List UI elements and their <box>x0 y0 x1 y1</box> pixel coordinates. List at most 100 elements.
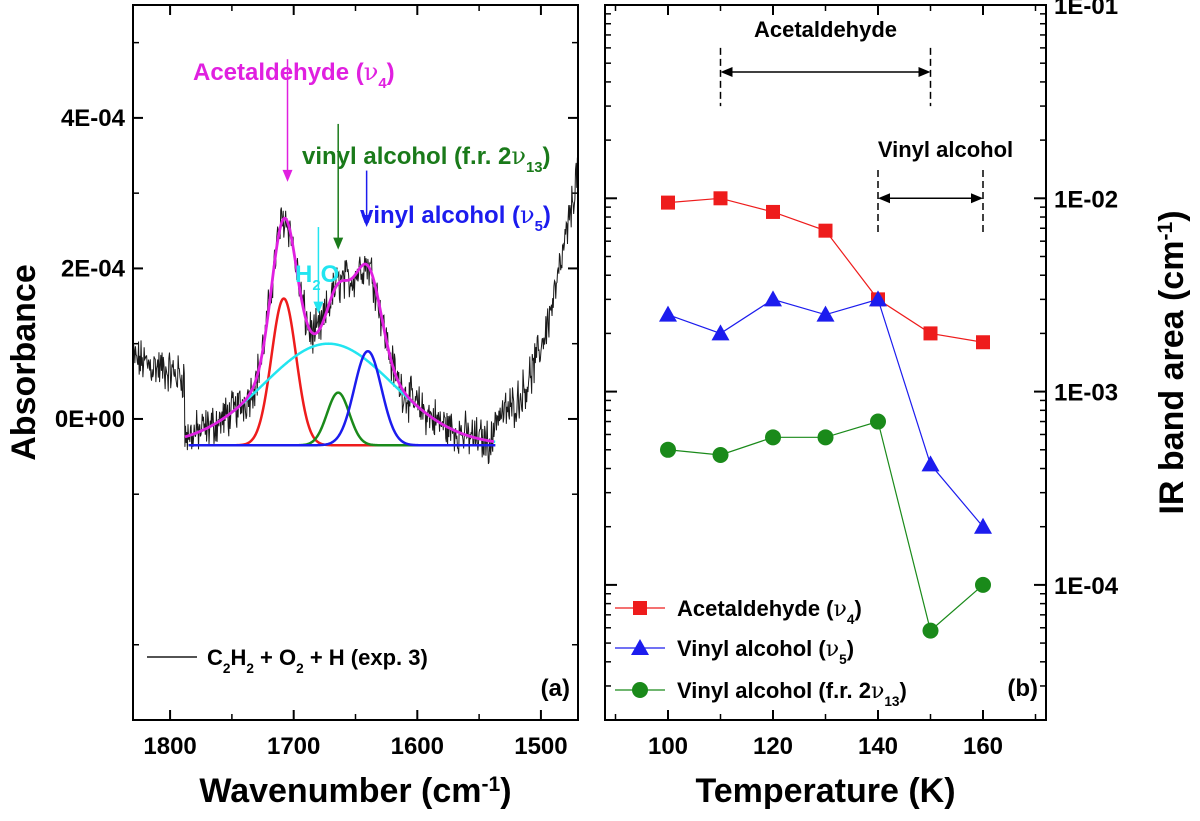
vinyl-fr-label-close: ) <box>543 143 551 170</box>
panel-b: 100 120 140 160 1E-04 1E-03 1E-02 1E-01 Acetalde… <box>604 0 1191 810</box>
vinyl-fr-label: vinyl alcohol (f.r. 2ν13) <box>302 142 551 176</box>
panel-a: 1800 1700 1600 1500 0E+00 2E-04 4E-04 Acetaldeh… <box>5 4 579 810</box>
b-y-tick-label: 1E-03 <box>1054 380 1118 407</box>
vinyl-v5-label-nu: ν <box>520 201 535 229</box>
series-0-point-110 <box>713 191 728 206</box>
series-2-point-140 <box>870 413 886 430</box>
y-tick-label: 2E-04 <box>61 255 126 282</box>
acetaldehyde-label-nu: ν <box>364 58 379 86</box>
series-1-point-100 <box>659 305 677 322</box>
legend-2-name: Vinyl alcohol (f.r. 2 <box>677 678 871 703</box>
legend-0-label: Acetaldehyde (ν4) <box>677 596 862 627</box>
series-1-point-130 <box>816 305 835 322</box>
b-y-axis-label-text: IR band area (cm <box>1153 241 1191 515</box>
legend-1-marker <box>631 639 649 655</box>
vinyl-v5-label: vinyl alcohol (ν5) <box>360 201 551 235</box>
range-0-label: Acetaldehyde <box>754 17 897 42</box>
panel-b-label: (b) <box>1007 675 1038 702</box>
range-0-arrow-right-head <box>918 67 931 78</box>
series-2-point-100 <box>660 441 676 458</box>
x-tick-label: 1800 <box>143 733 196 760</box>
legend-1-close: ) <box>847 636 854 661</box>
legend-0-marker <box>633 601 647 615</box>
series-0-point-100 <box>661 195 675 210</box>
range-1-arrow-left-head <box>878 193 890 204</box>
x-tick-label: 1500 <box>514 733 567 760</box>
fit-line <box>184 216 495 444</box>
b-x-tick-label: 120 <box>753 733 793 760</box>
x-axis-label-sup: -1 <box>482 773 501 796</box>
legend-1-label: Vinyl alcohol (ν5) <box>677 636 854 667</box>
y-tick-label: 4E-04 <box>61 105 126 132</box>
vinyl-fr-label-nu: ν <box>511 142 526 170</box>
x-tick-label: 1600 <box>391 733 444 760</box>
b-x-tick-label: 160 <box>963 733 1003 760</box>
acetaldehyde-label-sub: 4 <box>378 76 387 92</box>
legend-formula-part: C <box>207 645 223 670</box>
b-x-axis-label: Temperature (K) <box>695 772 955 810</box>
acetaldehyde-label: Acetaldehyde (ν4) <box>193 58 395 92</box>
legend-formula-sub: 2 <box>296 661 304 676</box>
x-axis-label: Wavenumber (cm-1) <box>199 772 511 810</box>
h2o-label: H2O <box>295 261 339 294</box>
h2o-arrow-head <box>313 301 324 314</box>
series-2-point-110 <box>712 446 729 463</box>
b-y-tick-label: 1E-04 <box>1054 573 1119 600</box>
legend-2-close: ) <box>900 678 907 703</box>
legend-1-nu: ν <box>826 637 839 662</box>
legend-2-marker <box>632 682 648 698</box>
h2o-label-after: O <box>321 261 340 288</box>
legend-spectrum-label: C2H2 + O2 + H (exp. 3) <box>207 645 428 676</box>
range-1-arrow-right-head <box>971 193 983 204</box>
legend-0-open: ( <box>820 596 834 621</box>
x-axis-label-text: Wavenumber (cm <box>199 772 481 810</box>
x-tick-label: 1700 <box>267 733 320 760</box>
legend-1-name: Vinyl alcohol <box>677 636 812 661</box>
h2o-label-sub: 2 <box>312 278 320 294</box>
legend-formula-sub: 2 <box>246 661 254 676</box>
legend-formula-part: + O <box>254 645 296 670</box>
series-1-point-140 <box>869 290 887 307</box>
series-1-point-150 <box>921 455 940 472</box>
legend-0-nu: ν <box>834 597 847 622</box>
series-1-point-110 <box>711 324 730 341</box>
b-y-axis-label-sup: -1 <box>1154 222 1177 241</box>
series-1-point-160 <box>974 517 992 534</box>
acetaldehyde-label-text: Acetaldehyde ( <box>193 59 364 86</box>
b-x-tick-label: 100 <box>648 733 688 760</box>
legend-formula-part: + H (exp. 3) <box>304 645 428 670</box>
legend-2-nu: ν <box>871 679 884 704</box>
legend-2-label: Vinyl alcohol (f.r. 2ν13) <box>677 678 907 709</box>
legend-0-close: ) <box>854 596 861 621</box>
vinyl-fr-label-sub: 13 <box>526 160 543 176</box>
component-3-line <box>188 349 496 447</box>
legend-0-sub: 4 <box>847 612 855 627</box>
series-2-point-120 <box>765 429 781 446</box>
b-y-tick-label: 1E-01 <box>1054 0 1118 20</box>
legend-0-name: Acetaldehyde <box>677 596 820 621</box>
y-tick-label: 0E+00 <box>55 406 125 433</box>
panel-b-frame <box>604 4 1047 721</box>
vinyl-v5-arrow-head <box>361 215 372 228</box>
b-y-tick-label: 1E-02 <box>1054 186 1118 213</box>
panel-a-frame <box>132 4 579 721</box>
vinyl-v5-label-sub: 5 <box>535 219 543 235</box>
series-2-point-130 <box>817 429 834 446</box>
vinyl-v5-label-close: ) <box>543 202 551 229</box>
series-2-point-160 <box>975 576 991 593</box>
legend-formula-part: H <box>230 645 246 670</box>
acetaldehyde-label-close: ) <box>387 59 395 86</box>
vinyl-v5-label-text: vinyl alcohol ( <box>360 202 520 229</box>
range-1-label: Vinyl alcohol <box>878 137 1013 162</box>
series-0-point-150 <box>923 326 938 341</box>
h2o-label-text: H <box>295 261 312 288</box>
series-0-point-130 <box>818 223 833 238</box>
series-1-point-120 <box>764 290 782 307</box>
y-axis-label: Absorbance <box>5 264 43 461</box>
vinyl-fr-label-text: vinyl alcohol (f.r. 2 <box>302 143 511 170</box>
range-0-arrow-left-head <box>720 67 733 78</box>
b-x-tick-label: 140 <box>858 733 898 760</box>
vinyl-fr-arrow-head <box>333 237 344 250</box>
legend-formula-sub: 2 <box>223 661 231 676</box>
